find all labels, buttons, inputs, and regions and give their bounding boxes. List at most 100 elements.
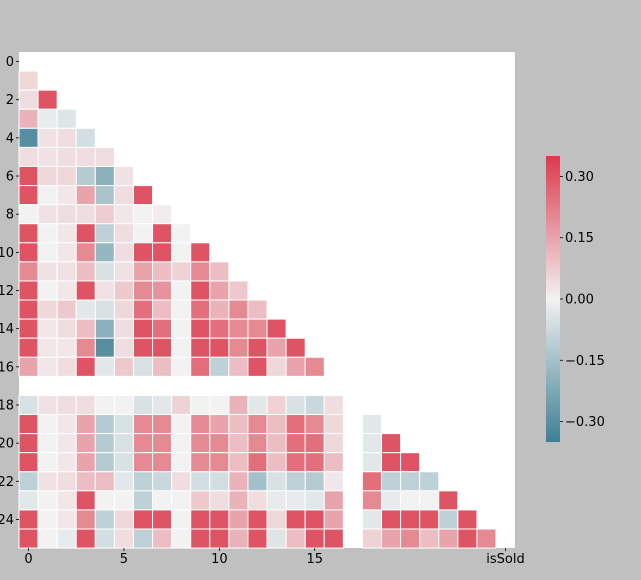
heatmap-cell: [323, 394, 344, 416]
heatmap-cell: [171, 318, 192, 339]
heatmap-cell: [132, 299, 154, 320]
x-tick-label: 10: [211, 552, 228, 567]
heatmap-cell: [323, 433, 344, 454]
heatmap-cell: [75, 165, 96, 187]
heatmap-cell: [75, 318, 96, 339]
heatmap-cell: [37, 528, 58, 549]
heatmap-cell: [56, 433, 77, 454]
heatmap-cell: [152, 433, 173, 454]
heatmap-cell: [18, 261, 39, 282]
heatmap-cell: [18, 204, 39, 225]
heatmap-cell: [323, 414, 344, 435]
heatmap-cell: [113, 433, 134, 454]
heatmap-cell: [18, 89, 39, 110]
heatmap-cell: [113, 223, 134, 244]
heatmap-cell: [75, 127, 96, 148]
heatmap-cell: [56, 356, 77, 377]
heatmap-cell: [152, 452, 173, 473]
heatmap-cell: [75, 490, 96, 511]
heatmap-cell: [132, 490, 154, 511]
heatmap-cell: [171, 299, 192, 320]
heatmap-cell: [56, 280, 77, 301]
y-tick-label: 22: [0, 475, 14, 490]
heatmap-cell: [228, 490, 249, 511]
heatmap-cell: [132, 204, 154, 225]
heatmap-cell: [209, 452, 230, 473]
heatmap-cell: [285, 509, 306, 530]
heatmap-cell: [361, 414, 383, 435]
y-tick-label: 16: [0, 360, 14, 375]
heatmap-cell: [209, 433, 230, 454]
heatmap-cell: [190, 509, 211, 530]
heatmap-cell: [132, 433, 154, 454]
heatmap-cell: [18, 490, 39, 511]
heatmap-cell: [323, 528, 344, 549]
x-tick-label: isSold: [486, 552, 524, 567]
heatmap-cell: [152, 528, 173, 549]
x-tick-label: 5: [120, 552, 128, 567]
heatmap-cell: [18, 337, 39, 358]
heatmap-cell: [94, 185, 115, 206]
heatmap-cell: [94, 356, 115, 377]
heatmap-cell: [381, 528, 402, 549]
heatmap-cell: [285, 414, 306, 435]
heatmap-cell: [152, 280, 173, 301]
heatmap-cell: [94, 242, 115, 263]
heatmap-cell: [361, 528, 383, 549]
heatmap-cell: [94, 299, 115, 320]
y-tick-label: 2: [6, 93, 14, 108]
y-tick-label: 6: [6, 170, 14, 185]
heatmap-cell: [18, 452, 39, 473]
heatmap-cell: [190, 528, 211, 549]
heatmap-cell: [228, 471, 249, 492]
heatmap-cell: [94, 318, 115, 339]
heatmap-cell: [18, 146, 39, 167]
heatmap-cell: [323, 471, 344, 492]
heatmap-cell: [18, 414, 39, 435]
heatmap-cell: [381, 433, 402, 454]
heatmap-cell: [209, 471, 230, 492]
heatmap-cell: [304, 471, 325, 492]
heatmap-cell: [75, 452, 96, 473]
heatmap-cell: [228, 452, 249, 473]
heatmap-cell: [37, 471, 58, 492]
heatmap-cell: [247, 528, 268, 549]
heatmap-cell: [37, 146, 58, 167]
heatmap-cell: [457, 509, 478, 530]
heatmap-cell: [247, 318, 268, 339]
heatmap-cell: [247, 394, 268, 416]
heatmap-cell: [152, 414, 173, 435]
heatmap-cell: [132, 414, 154, 435]
y-tick-label: 4: [6, 131, 14, 146]
heatmap-cell: [56, 414, 77, 435]
heatmap-cell: [247, 452, 268, 473]
heatmap-cell: [56, 528, 77, 549]
heatmap-cell: [304, 394, 325, 416]
heatmap-cell: [419, 509, 440, 530]
heatmap-cell: [228, 414, 249, 435]
heatmap-cell: [400, 509, 421, 530]
heatmap-cell: [37, 223, 58, 244]
heatmap-cell: [266, 394, 287, 416]
heatmap-cell: [152, 204, 173, 225]
heatmap-cell: [113, 490, 134, 511]
heatmap-cell: [152, 509, 173, 530]
x-axis-ticks: 0 5 10 15 isSold: [24, 548, 525, 567]
heatmap-cell: [56, 299, 77, 320]
heatmap-cell: [285, 490, 306, 511]
heatmap-cell: [400, 528, 421, 549]
heatmap-cell: [75, 185, 96, 206]
heatmap-cell: [190, 299, 211, 320]
heatmap-cell: [132, 261, 154, 282]
heatmap-cell: [37, 433, 58, 454]
heatmap-cell: [171, 356, 192, 377]
heatmap-cell: [113, 394, 134, 416]
heatmap-cell: [247, 414, 268, 435]
heatmap-cell: [171, 452, 192, 473]
heatmap-cell: [152, 490, 173, 511]
heatmap-cell: [94, 337, 115, 358]
heatmap-cell: [361, 490, 383, 511]
heatmap-cell: [171, 490, 192, 511]
